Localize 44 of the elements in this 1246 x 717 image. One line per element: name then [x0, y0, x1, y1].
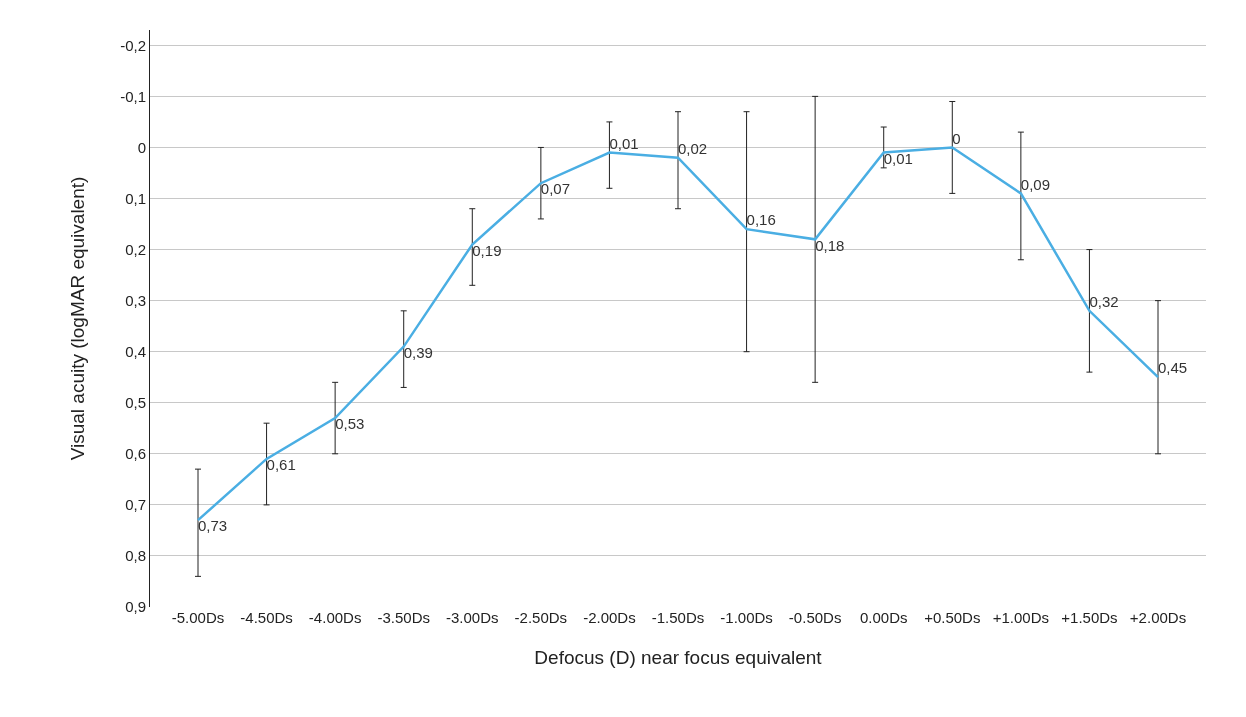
- x-tick-label: +2.00Ds: [1129, 609, 1187, 626]
- x-tick-label: 0.00Ds: [859, 609, 908, 626]
- data-label: 0,18: [815, 236, 845, 254]
- x-tick-label: -1.00Ds: [720, 609, 773, 626]
- y-tick-label: 0,6: [125, 445, 146, 463]
- data-label: 0,09: [1020, 175, 1051, 193]
- x-axis-title: Defocus (D) near focus equivalent: [534, 646, 823, 668]
- y-tick-label: 0,7: [125, 496, 146, 514]
- x-tick-label: -3.50Ds: [377, 609, 430, 626]
- x-tick-label: -2.50Ds: [514, 609, 568, 626]
- x-tick-label: -4.00Ds: [308, 609, 362, 626]
- data-label: 0,01: [883, 149, 913, 167]
- data-label: 0,53: [335, 415, 365, 433]
- y-tick-label: 0,2: [125, 240, 146, 258]
- y-axis-title: Visual acuity (logMAR equivalent): [66, 176, 88, 461]
- x-tick-label: -3.00Ds: [446, 609, 499, 626]
- data-label: 0,16: [746, 211, 776, 229]
- y-tick-label: -0,1: [120, 87, 146, 105]
- x-tick-label: -1.50Ds: [651, 609, 705, 626]
- y-tick-label: -0,2: [120, 36, 146, 54]
- data-label: 0,61: [266, 456, 296, 474]
- data-label: 0,07: [540, 180, 571, 198]
- x-tick-label: -4.50Ds: [240, 609, 293, 626]
- y-tick-label: 0,8: [125, 547, 146, 565]
- data-label: 0,45: [1158, 359, 1188, 377]
- x-tick-label: +1.00Ds: [992, 609, 1050, 626]
- y-tick-label: 0: [137, 138, 146, 156]
- data-label: 0,39: [403, 343, 433, 361]
- x-tick-label: +0.50Ds: [924, 609, 981, 626]
- data-label: 0,02: [678, 139, 708, 157]
- data-label: 0,01: [609, 134, 639, 152]
- y-tick-label: 0,3: [125, 291, 146, 309]
- x-tick-label: +1.50Ds: [1061, 609, 1118, 626]
- y-tick-label: 0,9: [125, 598, 146, 616]
- y-tick-label: 0,4: [125, 342, 146, 360]
- x-tick-label: -5.00Ds: [171, 609, 225, 626]
- data-label: 0,19: [472, 241, 502, 259]
- data-label: 0,73: [198, 517, 228, 535]
- x-tick-label: -2.00Ds: [583, 609, 636, 626]
- data-label: 0: [952, 129, 961, 147]
- x-tick-label: -0.50Ds: [788, 609, 842, 626]
- y-tick-label: 0,1: [125, 189, 146, 207]
- data-label: 0,32: [1089, 293, 1119, 311]
- y-tick-label: 0,5: [125, 394, 146, 411]
